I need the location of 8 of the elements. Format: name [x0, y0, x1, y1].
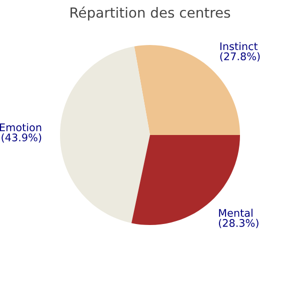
slice-label: Mental — [219, 208, 252, 217]
pie-slice — [60, 46, 150, 224]
data-label: (43.9%) — [2, 133, 42, 143]
data-label: (27.8%) — [220, 52, 260, 62]
slice-label: Emotion — [0, 123, 42, 132]
data-label: (28.3%) — [218, 218, 258, 228]
chart-title: Répartition des centres — [70, 6, 230, 20]
slice-label: Instinct — [220, 42, 258, 50]
